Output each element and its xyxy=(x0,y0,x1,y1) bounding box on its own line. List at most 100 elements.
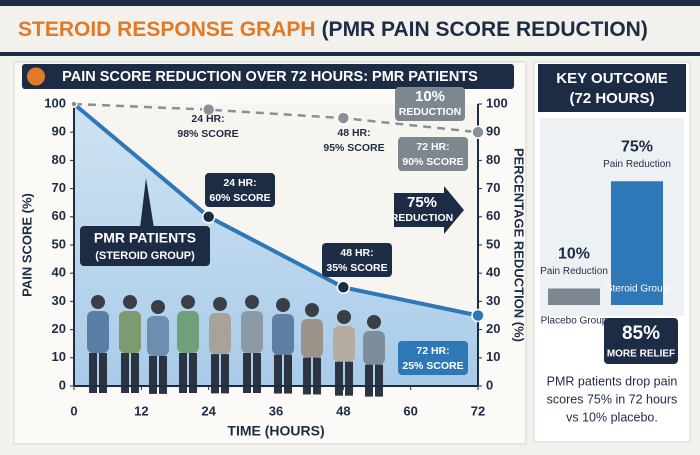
figure-body xyxy=(363,331,385,365)
x-tick-label: 24 xyxy=(201,403,216,418)
outcome-subtitle: (72 HOURS) xyxy=(569,90,654,107)
annotation-text: 48 HR: xyxy=(337,127,370,139)
figure-head xyxy=(123,295,137,309)
annotation-arrow xyxy=(394,186,464,234)
figure-leg xyxy=(365,364,373,397)
header-rule xyxy=(0,52,700,56)
annotation-text: 95% SCORE xyxy=(323,142,384,154)
series-line xyxy=(72,102,479,318)
relief-badge xyxy=(604,318,678,364)
figure-body xyxy=(272,314,294,355)
y-tick-label: 60 xyxy=(52,208,66,223)
chart-title-bar xyxy=(22,64,514,89)
annotation-box xyxy=(398,137,468,171)
x-tick-label: 60 xyxy=(403,403,417,418)
y2-tick-label: 0 xyxy=(486,377,493,392)
y2-tick-label: 10 xyxy=(486,349,500,364)
figure-head xyxy=(213,297,227,311)
figure-body xyxy=(333,326,355,362)
chart-title: PAIN SCORE REDUCTION OVER 72 HOURS: PMR … xyxy=(62,69,478,85)
annotation-box xyxy=(398,341,468,375)
brain-icon xyxy=(27,67,45,86)
y-tick-label: 10 xyxy=(52,349,66,364)
annotation-text: REDUCTION xyxy=(399,106,461,118)
figure-leg xyxy=(159,355,167,394)
bar xyxy=(611,181,663,305)
figure-leg xyxy=(149,355,157,394)
figure-head xyxy=(276,298,290,312)
figure-leg xyxy=(274,354,282,394)
area-fill xyxy=(74,104,478,386)
annotation-text: 25% SCORE xyxy=(402,360,463,372)
x-tick-label: 72 xyxy=(471,403,485,418)
y2-tick-label: 20 xyxy=(486,321,500,336)
data-point xyxy=(70,100,78,108)
figure-leg xyxy=(121,353,129,393)
series-name-note: (STEROID GROUP) xyxy=(95,250,195,262)
y2-tick-label: 90 xyxy=(486,124,500,139)
title-main: STEROID RESPONSE GRAPH xyxy=(18,18,316,41)
figure-head xyxy=(91,295,105,309)
data-point xyxy=(336,280,351,295)
header-strip xyxy=(0,0,700,6)
series-name: PMR PATIENTS xyxy=(94,230,196,246)
figure-head xyxy=(337,310,351,324)
y2-tick-label: 40 xyxy=(486,265,500,280)
figure-body xyxy=(177,311,199,353)
annotation-text: 35% SCORE xyxy=(326,262,387,274)
y2-tick-label: 80 xyxy=(486,152,500,167)
annotation-text: 75% xyxy=(407,194,437,211)
title-paren: (PMR PAIN SCORE REDUCTION) xyxy=(322,18,648,41)
x-axis-label: TIME (HOURS) xyxy=(227,423,324,439)
annotation-text: 24 HR: xyxy=(223,177,256,189)
x-tick-label: 36 xyxy=(269,403,283,418)
figure-leg xyxy=(89,353,97,393)
y-axis-label: PAIN SCORE (%) xyxy=(19,193,34,297)
figure-leg xyxy=(345,361,353,396)
relief-value: 85% xyxy=(622,323,660,344)
figure-leg xyxy=(131,353,139,393)
figure-leg xyxy=(313,357,321,395)
figure-body xyxy=(209,313,231,355)
series-line xyxy=(73,102,479,134)
x-tick-label: 0 xyxy=(70,403,77,418)
annotation-box xyxy=(205,173,275,207)
bar xyxy=(548,288,600,305)
y-tick-label: 0 xyxy=(59,377,66,392)
annotation-text: 72 HR: xyxy=(416,345,449,357)
y-tick-label: 50 xyxy=(52,236,66,251)
y2-tick-label: 70 xyxy=(486,180,500,195)
figure-leg xyxy=(253,353,261,393)
annotation-text: 10% xyxy=(415,88,445,105)
figure-leg xyxy=(99,353,107,393)
category-label: Placebo Group xyxy=(541,316,608,327)
summary-line: PMR patients drop pain xyxy=(547,374,678,388)
data-point xyxy=(201,210,216,224)
annotation-box xyxy=(322,243,392,277)
outcome-title-bar xyxy=(538,64,686,112)
figure-body xyxy=(119,311,141,353)
x-tick-label: 48 xyxy=(336,403,350,418)
y2-tick-label: 60 xyxy=(486,208,500,223)
annotation-box xyxy=(395,87,465,121)
figure-leg xyxy=(284,354,292,394)
y-tick-label: 40 xyxy=(52,265,66,280)
bar-caption: Pain Reduction xyxy=(603,159,671,170)
figure-head xyxy=(305,303,319,317)
y-tick-label: 30 xyxy=(52,293,66,308)
annotation-text: 60% SCORE xyxy=(209,192,270,204)
figure-body xyxy=(147,316,169,356)
figure-head xyxy=(367,315,381,329)
bar-value-label: 10% xyxy=(558,246,590,263)
annotation-text: 24 HR: xyxy=(191,113,224,125)
figure-leg xyxy=(179,353,187,393)
outcome-title: KEY OUTCOME xyxy=(556,70,667,87)
bar-caption: Pain Reduction xyxy=(540,266,608,277)
y-tick-label: 70 xyxy=(52,180,66,195)
y2-tick-label: 100 xyxy=(486,95,508,110)
figure-leg xyxy=(211,354,219,394)
annotation-text: 98% SCORE xyxy=(177,128,238,140)
annotation-text: 48 HR: xyxy=(340,247,373,259)
summary-line: vs 10% placebo. xyxy=(566,410,658,424)
summary-line: scores 75% in 72 hours xyxy=(547,392,678,406)
